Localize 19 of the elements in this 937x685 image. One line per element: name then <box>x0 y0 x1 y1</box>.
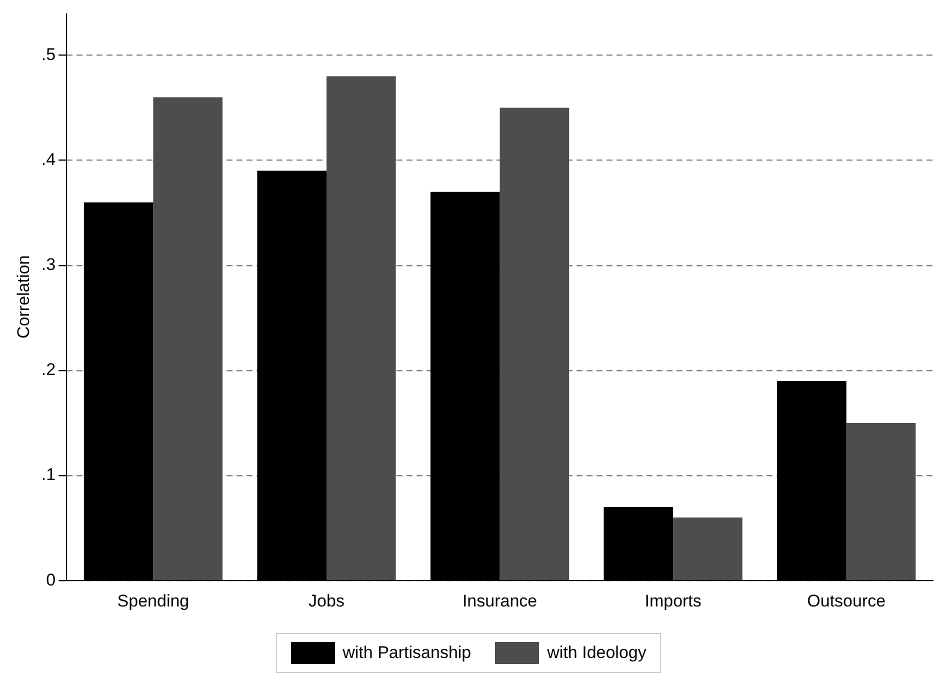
legend-label: with Ideology <box>547 643 646 663</box>
x-tick-label: Insurance <box>462 591 538 610</box>
bar <box>153 97 223 580</box>
x-tick-label: Jobs <box>308 591 344 610</box>
y-tick-label: .1 <box>41 465 56 484</box>
bar <box>673 518 742 580</box>
x-tick-label: Spending <box>117 591 190 610</box>
y-tick-label: .3 <box>41 255 56 274</box>
x-tick-label: Imports <box>644 591 702 610</box>
y-tick-label: .4 <box>41 150 56 169</box>
bar <box>326 76 396 580</box>
bar <box>500 108 570 580</box>
y-tick-label: .5 <box>41 44 56 64</box>
y-axis-title: Correlation <box>14 255 33 338</box>
legend-label: with Partisanship <box>342 643 472 663</box>
x-tick-label: Outsource <box>807 591 886 610</box>
y-tick-label: .2 <box>41 360 56 380</box>
bar <box>846 422 916 580</box>
y-tick-label: 0 <box>46 570 56 590</box>
